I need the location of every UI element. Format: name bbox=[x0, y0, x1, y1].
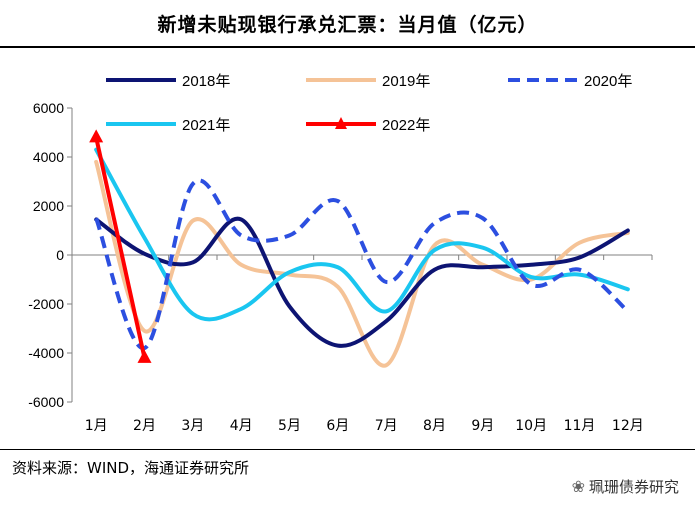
series-2022-point bbox=[89, 129, 104, 143]
legend-2022-marker bbox=[335, 117, 347, 129]
series-2018-line bbox=[94, 216, 630, 348]
x-tick-label: 11月 bbox=[564, 418, 596, 434]
source-note: 资料来源：WIND，海通证券研究所 bbox=[12, 459, 250, 477]
series-2021-line bbox=[94, 147, 630, 322]
legend-2022-label: 2022年 bbox=[382, 117, 430, 134]
legend-2021-label: 2021年 bbox=[182, 117, 230, 134]
legend-2022: 2022年 bbox=[306, 117, 430, 134]
y-tick-label: 2000 bbox=[33, 198, 64, 214]
legend-2018: 2018年 bbox=[106, 73, 230, 90]
legend-2020-label: 2020年 bbox=[584, 73, 632, 90]
source-divider bbox=[0, 449, 695, 450]
title-divider bbox=[0, 46, 695, 48]
y-tick-label: -4000 bbox=[28, 345, 64, 361]
watermark: ❀ 珮珊债券研究 bbox=[572, 476, 679, 497]
x-tick-label: 3月 bbox=[181, 418, 204, 434]
series-2022-line bbox=[94, 136, 147, 359]
x-tick-label: 10月 bbox=[515, 418, 547, 434]
x-tick-label: 12月 bbox=[612, 418, 644, 434]
wechat-icon: ❀ bbox=[571, 477, 585, 496]
x-tick-label: 1月 bbox=[85, 418, 108, 434]
x-tick-label: 6月 bbox=[326, 418, 349, 434]
y-tick-label: 6000 bbox=[33, 100, 64, 116]
watermark-text: 珮珊债券研究 bbox=[588, 478, 679, 496]
x-tick-label: 2月 bbox=[133, 418, 156, 434]
x-tick-label: 9月 bbox=[471, 418, 494, 434]
y-tick-label: 0 bbox=[56, 247, 64, 263]
y-tick-label: -2000 bbox=[28, 296, 64, 312]
x-tick-label: 7月 bbox=[375, 418, 398, 434]
legend-2019: 2019年 bbox=[306, 73, 430, 90]
y-tick-label: -6000 bbox=[28, 394, 64, 410]
line-chart: 6000 4000 2000 0 -2000 -4000 -6000 1月 2月 3月 4月 5月 6月… bbox=[28, 73, 653, 434]
legend: 2018年 2019年 2020年 2021年 2022年 bbox=[106, 73, 632, 134]
axes: 6000 4000 2000 0 -2000 -4000 -6000 1月 2月 3月 4月 5月 6月… bbox=[28, 100, 653, 434]
legend-2020: 2020年 bbox=[508, 73, 632, 90]
x-tick-label: 5月 bbox=[278, 418, 301, 434]
series-2020-line bbox=[94, 178, 630, 351]
x-tick-label: 8月 bbox=[423, 418, 446, 434]
chart-title: 新增未贴现银行承兑汇票：当月值（亿元） bbox=[157, 14, 538, 36]
x-tick-label: 4月 bbox=[230, 418, 253, 434]
legend-2019-label: 2019年 bbox=[382, 73, 430, 90]
legend-2018-label: 2018年 bbox=[182, 73, 230, 90]
series-layer bbox=[89, 129, 630, 368]
legend-2021: 2021年 bbox=[106, 117, 230, 134]
y-tick-label: 4000 bbox=[33, 149, 64, 165]
series-2022-point bbox=[137, 349, 152, 363]
